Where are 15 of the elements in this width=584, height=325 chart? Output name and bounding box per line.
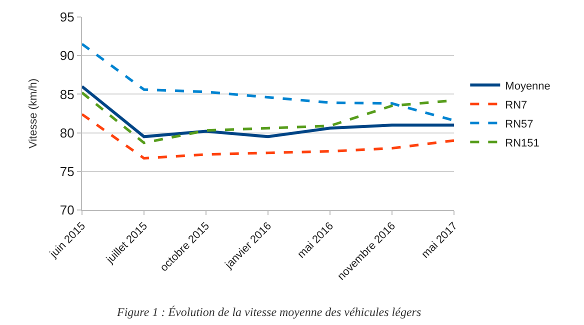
y-tick-label: 85 — [60, 86, 74, 102]
y-tick-label: 95 — [60, 10, 74, 25]
line-series — [82, 112, 454, 160]
y-tick-label: 80 — [60, 125, 74, 140]
y-tick-label: 75 — [60, 164, 74, 179]
caption: Figure 1 : Évolution de la vitesse moyenne des véhicules légers — [116, 305, 422, 319]
y-tick-label: 70 — [60, 202, 74, 218]
legend-label: RN151 — [505, 137, 540, 150]
legend-label: RN7 — [505, 99, 528, 112]
y-axis-title: Vitesse (km/h) — [28, 78, 40, 149]
legend-label: RN57 — [505, 118, 534, 130]
y-tick-label: 90 — [60, 48, 74, 64]
line-series — [82, 84, 454, 138]
line-series — [82, 42, 454, 122]
legend-label: Moyenne — [505, 80, 550, 92]
